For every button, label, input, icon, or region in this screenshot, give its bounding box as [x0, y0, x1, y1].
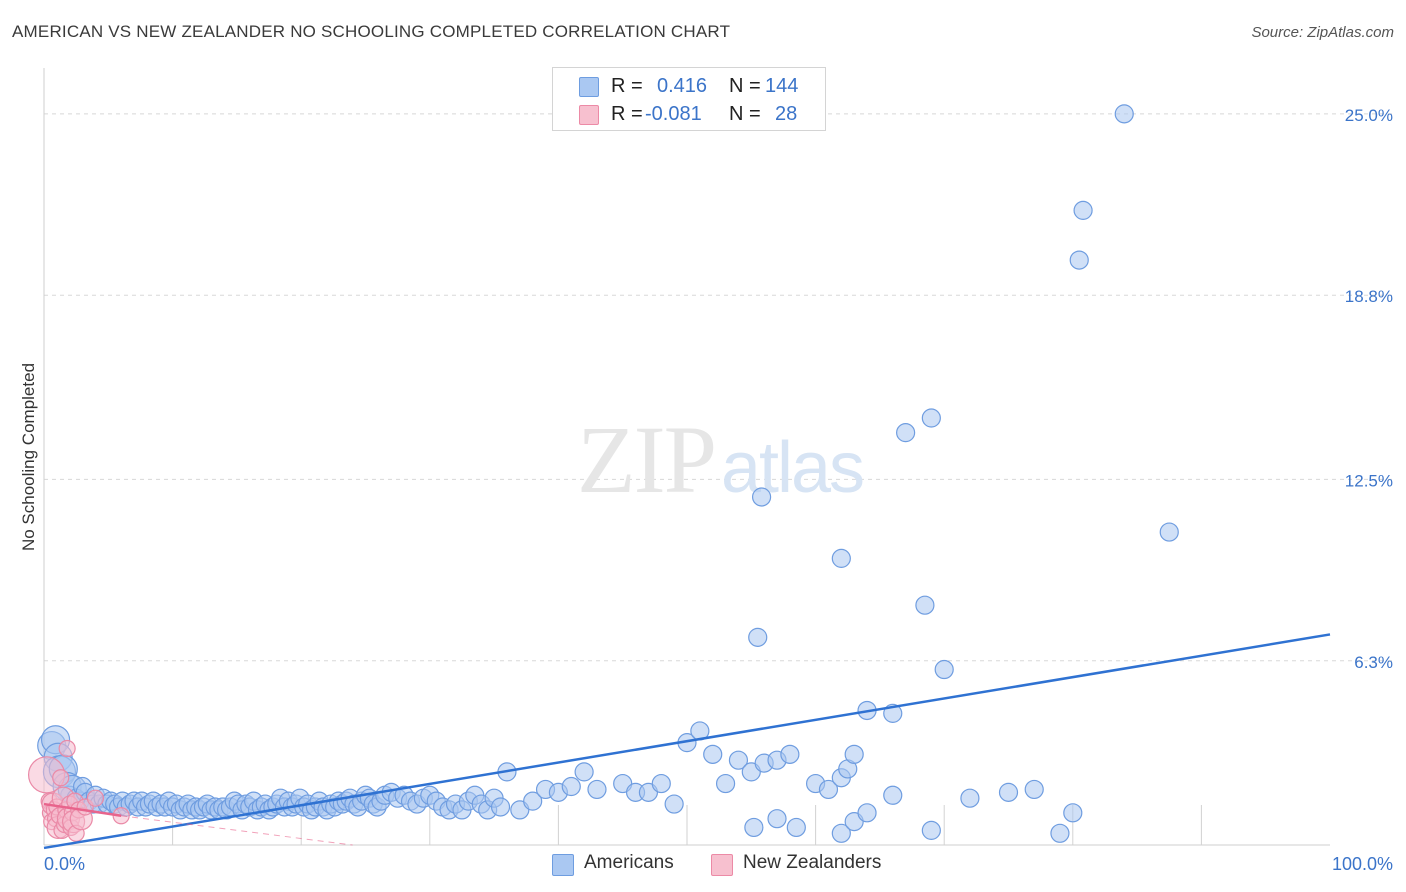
- stats-legend: R = 0.416 N = 144 R = -0.081 N = 28: [552, 67, 826, 131]
- americans-point: [780, 744, 800, 764]
- americans-point: [664, 794, 684, 814]
- chart-title: AMERICAN VS NEW ZEALANDER NO SCHOOLING C…: [12, 22, 731, 41]
- new-zealanders-point: [58, 739, 76, 758]
- new-zealanders-legend-label: New Zealanders: [743, 852, 882, 873]
- americans-point: [915, 595, 935, 615]
- americans-point: [921, 408, 941, 428]
- x-tick-label: 0.0%: [44, 854, 85, 874]
- americans-point: [748, 627, 768, 647]
- americans-point: [1159, 522, 1179, 542]
- americans-point: [751, 487, 772, 507]
- americans-legend-swatch: [552, 854, 574, 876]
- y-tick-label: 6.3%: [1354, 653, 1393, 672]
- americans-point: [490, 797, 511, 817]
- americans-point: [1069, 250, 1089, 270]
- americans-point: [744, 817, 764, 838]
- americans-point: [896, 423, 916, 443]
- stats-row-americans: R = 0.416 N = 144: [553, 73, 825, 101]
- watermark: ZIPatlas: [577, 406, 863, 513]
- r-label: R =: [611, 75, 643, 97]
- n-label: N =: [729, 75, 761, 97]
- new-zealanders-swatch: [579, 105, 599, 125]
- new-zealanders-trend-extension: [121, 815, 353, 846]
- new-zealanders-legend-swatch: [711, 854, 733, 876]
- americans-point: [857, 803, 877, 823]
- stats-row-new-zealanders: R = -0.081 N = 28: [553, 101, 825, 129]
- americans-point: [703, 744, 723, 764]
- new-zealanders-point: [86, 789, 105, 807]
- americans-swatch: [579, 77, 599, 97]
- americans-point: [1024, 779, 1044, 800]
- n-label: N =: [729, 103, 761, 125]
- americans-point: [523, 791, 543, 811]
- americans-point: [818, 779, 839, 800]
- americans-point: [574, 762, 594, 782]
- americans-point: [831, 548, 851, 568]
- americans-point: [998, 782, 1019, 802]
- americans-point: [767, 809, 787, 829]
- americans-point: [1050, 823, 1070, 843]
- americans-point: [786, 817, 806, 838]
- americans-legend-label: Americans: [584, 852, 674, 873]
- americans-point: [561, 776, 581, 797]
- x-tick-label: 100.0%: [1332, 854, 1393, 874]
- y-tick-label: 25.0%: [1345, 106, 1393, 125]
- americans-point: [831, 823, 851, 843]
- r-value: -0.081: [645, 103, 702, 125]
- americans-point: [715, 773, 736, 794]
- y-axis-title: No Schooling Completed: [19, 363, 38, 551]
- americans-point: [728, 750, 749, 770]
- americans-point: [934, 659, 954, 680]
- n-value: 144: [765, 75, 799, 97]
- americans-trend-line: [43, 633, 1331, 850]
- n-value: 28: [775, 103, 798, 125]
- source-label: Source: ZipAtlas.com: [1251, 24, 1394, 41]
- americans-point: [1073, 200, 1093, 220]
- americans-point: [651, 773, 671, 794]
- new-zealanders-trend-line: [43, 802, 122, 817]
- new-zealanders-point: [52, 769, 70, 787]
- americans-point: [960, 788, 980, 808]
- y-tick-label: 12.5%: [1345, 471, 1393, 490]
- americans-point: [1114, 104, 1134, 124]
- y-tick-label: 18.8%: [1345, 287, 1393, 306]
- americans-point: [1063, 803, 1083, 823]
- americans-point: [587, 779, 607, 800]
- americans-point: [883, 785, 903, 805]
- americans-point: [844, 744, 864, 764]
- americans-point: [921, 820, 941, 840]
- r-label: R =: [611, 103, 643, 125]
- r-value: 0.416: [657, 75, 708, 97]
